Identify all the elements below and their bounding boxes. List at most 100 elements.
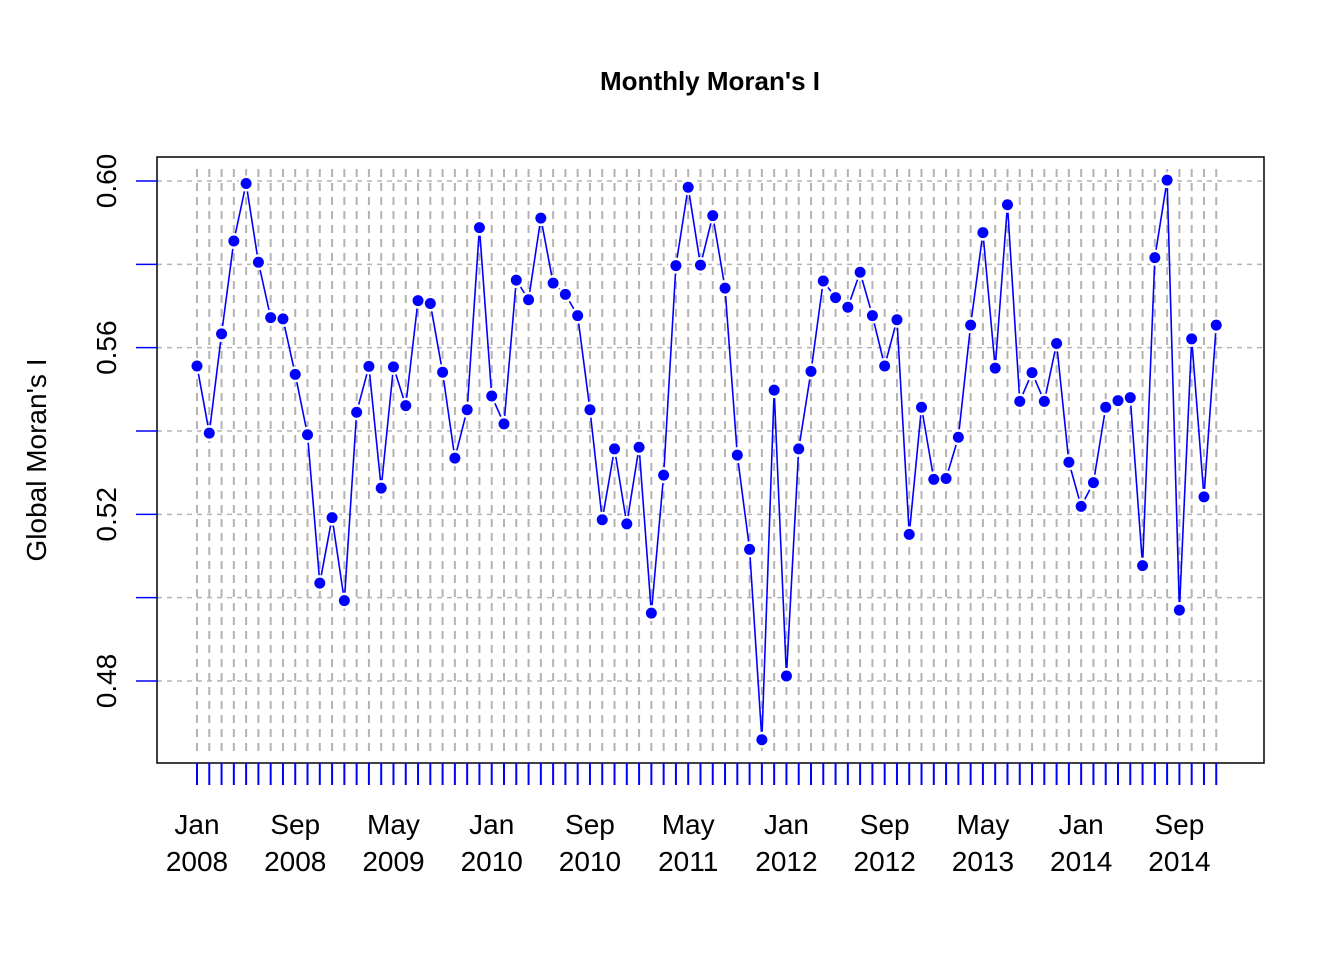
data-point [866, 310, 878, 322]
data-point [670, 260, 682, 272]
data-point [768, 384, 780, 396]
x-tick-label-year: 2011 [658, 846, 718, 877]
data-point [830, 292, 842, 304]
y-tick-label: 0.52 [91, 487, 122, 542]
data-point [891, 314, 903, 326]
data-point [977, 227, 989, 239]
data-point [793, 443, 805, 455]
data-point [1210, 319, 1222, 331]
data-point [412, 295, 424, 307]
data-point [989, 362, 1001, 374]
data-point [559, 288, 571, 300]
data-point [609, 443, 621, 455]
data-point [596, 514, 608, 526]
data-point [1001, 199, 1013, 211]
data-point [1038, 395, 1050, 407]
data-point [952, 431, 964, 443]
data-point [363, 360, 375, 372]
data-point [707, 210, 719, 222]
x-axis: Jan 2008 Sep 2008 May 2009 Jan 2010 Sep 2010 May 20… [166, 763, 1218, 877]
data-point [1100, 401, 1112, 413]
x-tick-label-month: Jan [174, 809, 219, 840]
plot-frame [156, 156, 1265, 764]
x-tick-label-month: Sep [1154, 809, 1204, 840]
data-point [510, 274, 522, 286]
data-point [486, 390, 498, 402]
x-tick-label-month: Jan [1059, 809, 1104, 840]
y-tick-label: 0.56 [91, 320, 122, 375]
data-point [780, 670, 792, 682]
x-tick-label-month: May [662, 809, 715, 840]
data-point [314, 577, 326, 589]
data-point [240, 178, 252, 189]
data-point [1198, 491, 1210, 503]
data-point [682, 181, 694, 193]
data-point [940, 473, 952, 484]
x-tick-label-year: 2013 [952, 846, 1014, 877]
grid-lines [157, 169, 1264, 757]
data-point [1112, 395, 1124, 407]
data-point [449, 452, 461, 464]
x-tick-label-month: Sep [860, 809, 910, 840]
data-point [817, 275, 829, 287]
y-tick-label: 0.48 [91, 654, 122, 709]
series-moran-i [189, 172, 1225, 748]
data-point [621, 518, 633, 530]
data-point [1137, 560, 1149, 572]
x-tick-label-year: 2014 [1148, 846, 1210, 877]
data-point [1063, 456, 1075, 468]
x-tick-label-month: Jan [764, 809, 809, 840]
x-tick-label-year: 2010 [461, 846, 523, 877]
x-tick-label-month: May [367, 809, 420, 840]
data-point [584, 404, 596, 416]
data-point [437, 366, 449, 378]
data-point [265, 312, 277, 324]
data-point [547, 277, 559, 289]
data-point [424, 298, 436, 309]
data-point [1087, 477, 1099, 489]
data-point [658, 469, 670, 481]
data-point [719, 282, 731, 294]
x-tick-label-month: May [956, 809, 1009, 840]
data-point [645, 607, 657, 619]
data-point [535, 212, 547, 224]
data-point [326, 512, 338, 524]
data-point [965, 319, 977, 331]
data-point [351, 406, 363, 418]
data-point [400, 400, 412, 412]
data-point [731, 449, 743, 461]
data-point [756, 734, 768, 746]
data-point [1075, 500, 1087, 512]
y-axis-label: Global Moran's I [21, 359, 52, 562]
data-point [338, 595, 350, 607]
data-point [1161, 174, 1173, 186]
data-point [375, 482, 387, 494]
x-tick-label-year: 2014 [1050, 846, 1112, 877]
data-point [1186, 333, 1198, 345]
x-tick-label-year: 2012 [755, 846, 817, 877]
data-point [523, 294, 535, 306]
data-point [572, 310, 584, 322]
x-tick-label-year: 2010 [559, 846, 621, 877]
data-point [903, 528, 915, 540]
data-point [289, 368, 301, 380]
data-point [203, 427, 215, 439]
data-point [1051, 338, 1063, 349]
data-point [277, 313, 289, 325]
data-point [805, 365, 817, 377]
data-point [879, 360, 891, 372]
data-point [473, 222, 485, 234]
data-point [461, 404, 473, 416]
data-point [928, 473, 940, 485]
data-point [744, 543, 756, 555]
y-axis: 0.48 0.52 0.56 0.60 [91, 154, 157, 709]
data-point [228, 235, 240, 247]
x-tick-label-year: 2008 [166, 846, 228, 877]
data-point [302, 429, 314, 441]
data-point [1026, 367, 1038, 379]
data-point [842, 301, 854, 313]
chart-title: Monthly Moran's I [600, 66, 820, 96]
data-point [633, 441, 645, 453]
